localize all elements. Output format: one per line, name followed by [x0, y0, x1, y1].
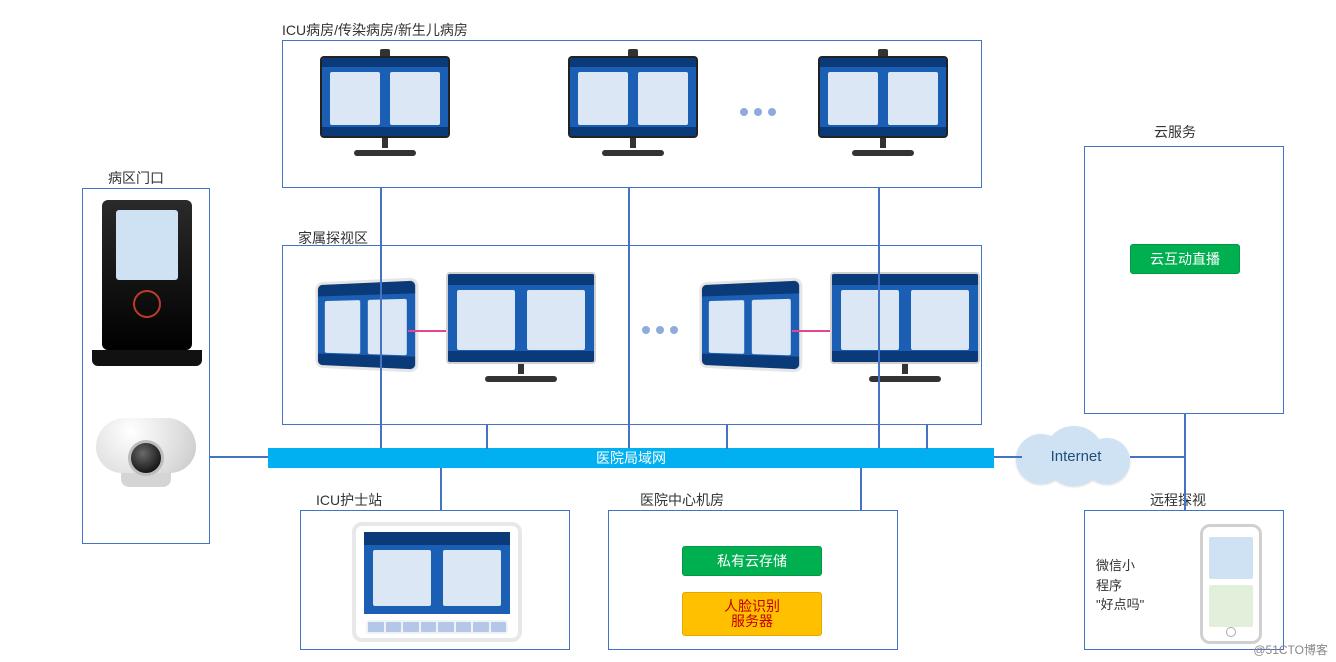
ward-entrance-label: 病区门口 — [108, 168, 164, 188]
face-server-node: 人脸识别 服务器 — [682, 592, 822, 636]
ward-monitor-1-icon — [320, 56, 450, 156]
magenta-link-line — [792, 330, 830, 332]
visit-tablet-2-icon — [694, 280, 802, 370]
ward-monitor-2-icon — [568, 56, 698, 156]
private-storage-node: 私有云存储 — [682, 546, 822, 576]
connector-line — [994, 456, 1022, 458]
cloud-service-label: 云服务 — [1154, 122, 1196, 142]
visit-monitor-2-icon — [830, 272, 980, 382]
connector-line — [860, 468, 862, 510]
connector-line — [726, 425, 728, 449]
connector-line — [210, 456, 268, 458]
connector-line — [486, 425, 488, 449]
cloud-service-box — [1084, 146, 1284, 414]
cloud-live-node: 云互动直播 — [1130, 244, 1240, 274]
ward-monitor-3-icon — [818, 56, 948, 156]
phone-icon — [1200, 524, 1262, 644]
icu-wards-label: ICU病房/传染病房/新生儿病房 — [282, 20, 468, 40]
connector-line — [1130, 456, 1184, 458]
face-terminal-icon — [92, 200, 202, 366]
magenta-link-line — [408, 330, 446, 332]
connector-line — [380, 188, 382, 448]
connector-line — [926, 425, 928, 449]
ellipsis-family-icon — [642, 326, 678, 334]
connector-line — [1184, 458, 1186, 510]
remote-visit-label: 远程探视 — [1150, 490, 1206, 510]
watermark-text: @51CTO博客 — [1253, 641, 1328, 658]
wechat-mini-text: 微信小 程序 "好点吗" — [1096, 556, 1144, 615]
private-storage-label: 私有云存储 — [717, 551, 787, 571]
internet-label: Internet — [1016, 448, 1136, 465]
connector-line — [440, 468, 442, 510]
face-server-label-1: 人脸识别 — [724, 599, 780, 614]
connector-line — [1184, 414, 1186, 458]
face-server-label-2: 服务器 — [731, 614, 773, 629]
internet-cloud-icon: Internet — [1016, 426, 1136, 486]
datacenter-label: 医院中心机房 — [640, 490, 724, 510]
icu-nurse-label: ICU护士站 — [316, 490, 382, 510]
ellipsis-wards-icon — [740, 108, 776, 116]
connector-line — [628, 188, 630, 448]
nurse-tablet-icon — [352, 522, 522, 642]
hospital-lan-bar: 医院局域网 — [268, 448, 994, 468]
cloud-live-label: 云互动直播 — [1150, 249, 1220, 269]
visit-tablet-1-icon — [310, 280, 418, 370]
connector-line — [878, 188, 880, 448]
hospital-lan-label: 医院局域网 — [596, 448, 666, 468]
visit-monitor-1-icon — [446, 272, 596, 382]
dome-camera-icon — [96, 418, 196, 488]
